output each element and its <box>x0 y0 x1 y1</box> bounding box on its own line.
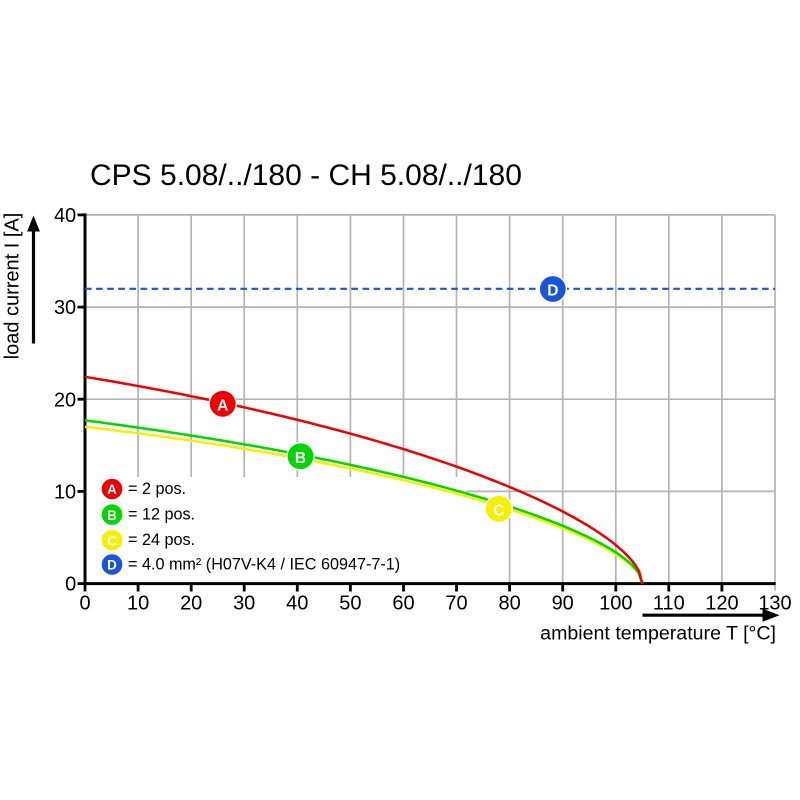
svg-text:40: 40 <box>286 592 308 614</box>
svg-text:load current I [A]: load current I [A] <box>2 213 24 360</box>
svg-text:= 12 pos.: = 12 pos. <box>128 506 195 524</box>
svg-text:30: 30 <box>233 592 255 614</box>
svg-text:CPS 5.08/../180 - CH 5.08/../1: CPS 5.08/../180 - CH 5.08/../180 <box>90 159 522 192</box>
svg-text:30: 30 <box>54 297 76 319</box>
svg-text:C: C <box>493 502 504 519</box>
svg-text:70: 70 <box>445 592 467 614</box>
svg-text:50: 50 <box>339 592 361 614</box>
svg-text:80: 80 <box>498 592 520 614</box>
svg-text:D: D <box>107 558 117 573</box>
svg-text:= 24 pos.: = 24 pos. <box>128 531 195 549</box>
svg-text:100: 100 <box>599 592 632 614</box>
svg-text:40: 40 <box>54 205 76 227</box>
svg-text:0: 0 <box>65 574 76 596</box>
svg-text:120: 120 <box>705 592 738 614</box>
svg-text:60: 60 <box>392 592 414 614</box>
svg-text:= 4.0 mm² (H07V-K4 / IEC 60947: = 4.0 mm² (H07V-K4 / IEC 60947-7-1) <box>128 556 400 574</box>
svg-text:C: C <box>107 533 117 548</box>
svg-text:10: 10 <box>54 482 76 504</box>
svg-text:130: 130 <box>758 592 791 614</box>
svg-text:= 2 pos.: = 2 pos. <box>128 480 186 498</box>
svg-text:90: 90 <box>552 592 574 614</box>
svg-text:A: A <box>107 482 117 497</box>
svg-text:ambient temperature T [°C]: ambient temperature T [°C] <box>540 623 776 645</box>
svg-text:10: 10 <box>127 592 149 614</box>
svg-text:B: B <box>295 450 306 467</box>
svg-text:A: A <box>217 397 228 414</box>
svg-text:20: 20 <box>180 592 202 614</box>
svg-text:B: B <box>107 508 117 523</box>
svg-text:110: 110 <box>653 592 685 614</box>
svg-text:D: D <box>547 283 558 300</box>
svg-text:20: 20 <box>54 389 76 411</box>
svg-text:0: 0 <box>79 592 90 614</box>
